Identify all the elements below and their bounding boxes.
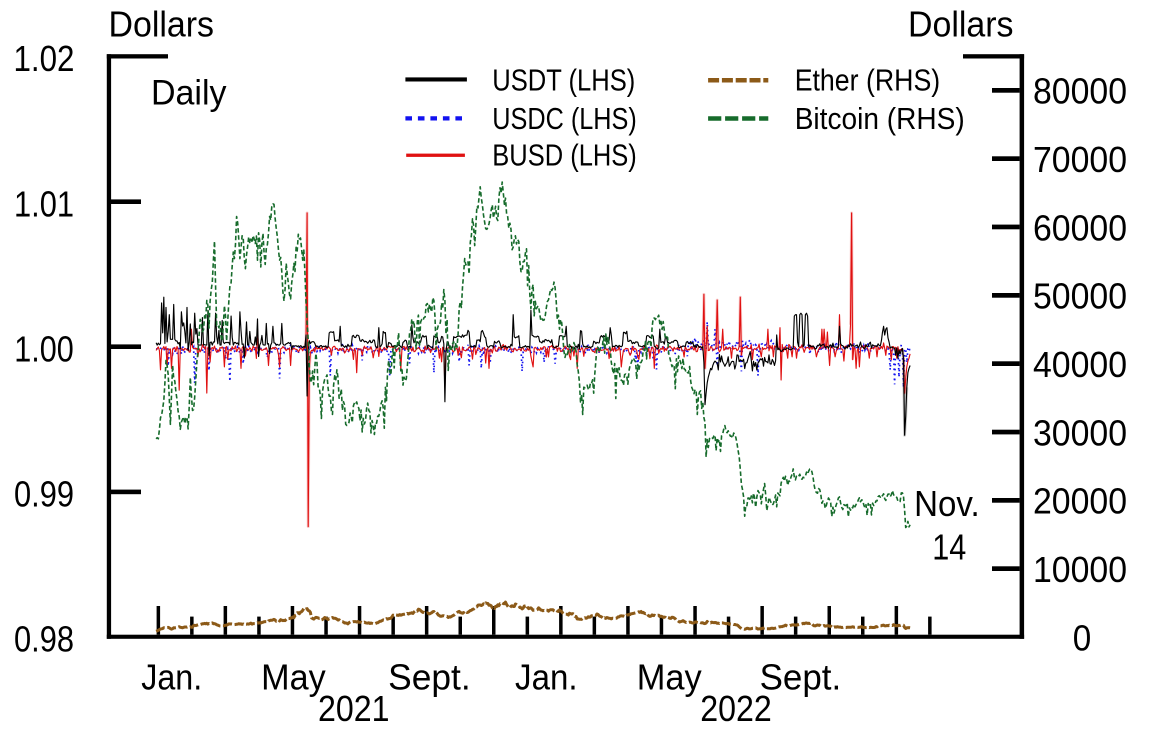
svg-text:USDT (LHS): USDT (LHS) — [492, 63, 635, 98]
svg-text:Jan.: Jan. — [141, 657, 202, 698]
svg-text:1.02: 1.02 — [14, 38, 75, 79]
svg-text:0.99: 0.99 — [14, 474, 74, 515]
svg-text:60000: 60000 — [1033, 207, 1127, 248]
svg-text:May: May — [261, 657, 326, 698]
svg-text:70000: 70000 — [1033, 139, 1127, 180]
svg-text:May: May — [637, 657, 702, 698]
svg-text:0: 0 — [1073, 618, 1092, 659]
svg-text:BUSD (LHS): BUSD (LHS) — [492, 138, 637, 173]
svg-text:2022: 2022 — [700, 688, 772, 729]
svg-text:Jan.: Jan. — [515, 657, 578, 698]
svg-text:40000: 40000 — [1033, 344, 1127, 385]
svg-text:50000: 50000 — [1033, 276, 1127, 317]
svg-text:Daily: Daily — [151, 74, 227, 113]
svg-text:20000: 20000 — [1033, 481, 1127, 522]
svg-text:Nov.: Nov. — [914, 483, 980, 524]
svg-text:Dollars: Dollars — [908, 4, 1014, 45]
svg-text:1.00: 1.00 — [14, 328, 74, 369]
svg-text:Bitcoin (RHS): Bitcoin (RHS) — [795, 101, 965, 136]
svg-text:Sept.: Sept. — [760, 657, 842, 698]
svg-text:10000: 10000 — [1033, 549, 1127, 590]
svg-text:Ether (RHS): Ether (RHS) — [795, 63, 941, 98]
svg-text:80000: 80000 — [1033, 71, 1127, 112]
svg-text:14: 14 — [932, 526, 966, 567]
svg-text:1.01: 1.01 — [14, 183, 74, 224]
svg-text:2021: 2021 — [318, 688, 390, 729]
svg-text:Dollars: Dollars — [109, 4, 215, 45]
svg-text:0.98: 0.98 — [14, 618, 74, 659]
svg-text:30000: 30000 — [1033, 412, 1127, 453]
svg-text:USDC (LHS): USDC (LHS) — [492, 101, 637, 136]
svg-text:Sept.: Sept. — [388, 657, 471, 698]
